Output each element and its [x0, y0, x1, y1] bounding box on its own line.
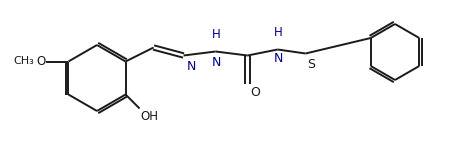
Text: N: N — [212, 55, 221, 69]
Text: N: N — [186, 60, 196, 74]
Text: O: O — [250, 85, 260, 98]
Text: OH: OH — [140, 111, 158, 123]
Text: CH₃: CH₃ — [14, 57, 34, 67]
Text: S: S — [307, 59, 315, 71]
Text: O: O — [36, 55, 46, 68]
Text: H: H — [273, 26, 283, 40]
Text: H: H — [212, 29, 221, 41]
Text: N: N — [273, 52, 283, 64]
